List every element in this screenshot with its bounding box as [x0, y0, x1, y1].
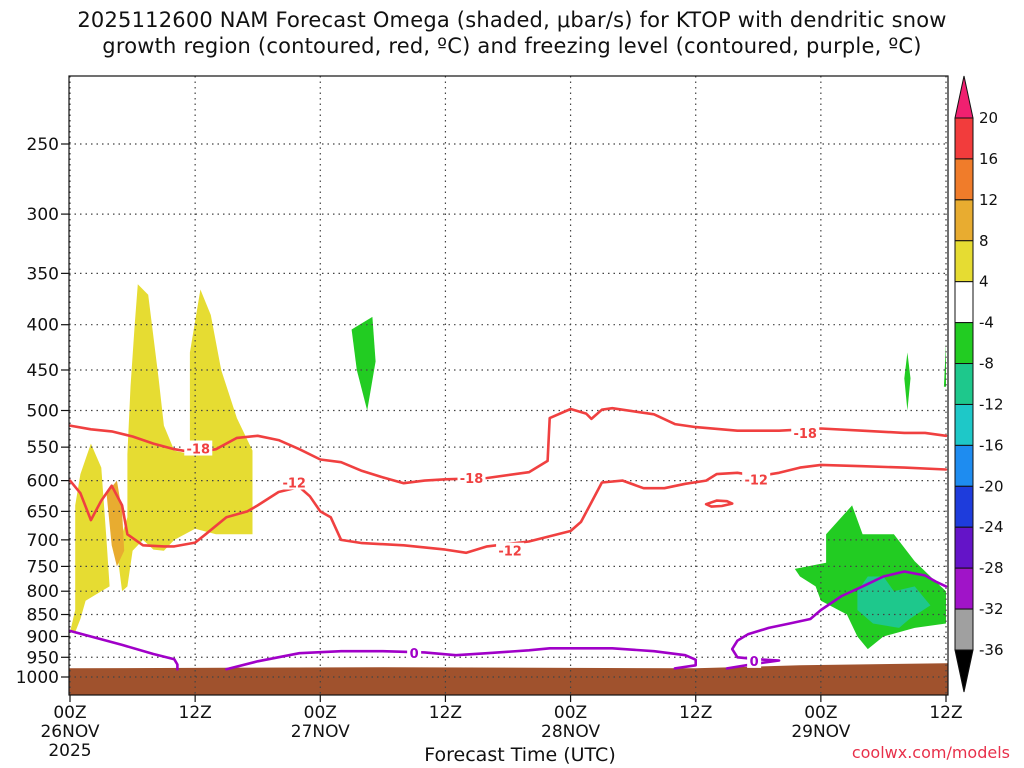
- colorbar-swatch: [954, 281, 974, 324]
- freezing-level-contour: [225, 647, 697, 671]
- colorbar-swatch: [954, 485, 974, 528]
- x-tick-label: 12Z: [679, 703, 712, 723]
- site-credit: coolwx.com/models: [851, 743, 1010, 762]
- colorbar-swatch: [954, 240, 974, 283]
- colorbar-swatch: [954, 322, 974, 365]
- dgz-contour-label: -12: [498, 545, 522, 560]
- x-tick-year-label: 2025: [48, 741, 91, 761]
- freezing-level-contour: [69, 629, 179, 671]
- colorbar-label: -36: [979, 641, 1004, 659]
- y-tick-label: 1000: [16, 668, 59, 688]
- omega-region: [857, 576, 931, 628]
- y-tick-label: 850: [27, 606, 59, 626]
- contour-label-bg: [184, 440, 213, 456]
- y-tick-label: 800: [27, 582, 59, 602]
- contour-label-bg: [457, 470, 486, 486]
- omega-region: [943, 343, 946, 387]
- contour-label-bg: [280, 474, 309, 490]
- ground-terrain: [69, 663, 948, 695]
- contour-labels: -18 -12 -18 -12 -12 -18 0 0: [184, 424, 820, 670]
- colorbar-label: -8: [979, 355, 994, 373]
- y-tick-label: 350: [27, 264, 59, 284]
- dgz-contour-label: -18: [460, 472, 484, 487]
- colorbar-label: 20: [979, 109, 998, 127]
- contour-label-bg: [407, 645, 422, 661]
- colorbar-label: -20: [979, 477, 1004, 495]
- colorbar-swatch: [954, 567, 974, 610]
- y-tick-label: 400: [27, 316, 59, 336]
- y-tick-label: 950: [27, 648, 59, 668]
- y-tick-label: 250: [27, 135, 59, 155]
- colorbar-label: -28: [979, 559, 1004, 577]
- y-tick-label: 550: [27, 438, 59, 458]
- omega-region: [904, 352, 911, 411]
- chart-title-line-1: 2025112600 NAM Forecast Omega (shaded, μ…: [77, 8, 947, 32]
- dgz-contour-label: -12: [282, 477, 306, 492]
- colorbar-swatch: [954, 158, 974, 201]
- colorbar-label: 8: [979, 232, 989, 250]
- colorbar-label: 12: [979, 191, 998, 209]
- y-tick-label: 900: [27, 627, 59, 647]
- contour-label-bg: [791, 424, 820, 440]
- colorbar: 20 16 12 8 4 -4 -8 -12 -16 -20 -24 -28 -32 -36: [954, 75, 1004, 693]
- colorbar-cap-bottom: [954, 649, 974, 693]
- colorbar-swatch: [954, 117, 974, 160]
- dgz-contour-label: -18: [793, 427, 817, 442]
- x-tick-date-label: 26NOV: [40, 722, 99, 742]
- x-tick-label: 00Z: [304, 703, 337, 723]
- colorbar-label: -4: [979, 314, 994, 332]
- y-tick-label: 300: [27, 205, 59, 225]
- x-tick-label: 00Z: [554, 703, 587, 723]
- y-tick-label: 700: [27, 531, 59, 551]
- omega-region: [116, 284, 253, 592]
- x-tick-label: 12Z: [179, 703, 212, 723]
- dgz-contour-label: -18: [187, 443, 211, 458]
- y-tick-label: 600: [27, 472, 59, 492]
- grid-lines: [69, 76, 948, 695]
- colorbar-label: -24: [979, 518, 1004, 536]
- y-tick-label: 500: [27, 402, 59, 422]
- freezing-contour-label: 0: [410, 647, 419, 662]
- colorbar-swatch: [954, 363, 974, 405]
- colorbar-label: 4: [979, 273, 989, 291]
- contour-label-bg: [742, 471, 771, 487]
- colorbar-swatch: [954, 444, 974, 487]
- x-tick-date-label: 28NOV: [541, 722, 600, 742]
- colorbar-swatch: [954, 403, 974, 446]
- contour-label-bg: [747, 652, 762, 668]
- dgz-contour-label: -12: [744, 473, 768, 488]
- x-tick-label: 12Z: [929, 703, 962, 723]
- colorbar-cap-top: [954, 75, 974, 119]
- x-tick-label: 00Z: [804, 703, 837, 723]
- dgz-contour: [69, 463, 948, 555]
- omega-shading: [69, 284, 948, 695]
- y-tick-label: 650: [27, 502, 59, 522]
- x-tick-date-label: 27NOV: [291, 722, 350, 742]
- contour-label-bg: [496, 542, 525, 558]
- plot-frame: [68, 75, 949, 696]
- y-axis: 2503003504004505005506006507007508008509…: [16, 135, 69, 688]
- colorbar-swatch: [954, 526, 974, 569]
- omega-region: [351, 316, 376, 411]
- freezing-contour-label: 0: [750, 655, 759, 670]
- colorbar-swatch: [954, 199, 974, 242]
- colorbar-label: -32: [979, 600, 1004, 618]
- colorbar-label: 16: [979, 150, 998, 168]
- y-tick-label: 450: [27, 361, 59, 381]
- x-tick-date-label: 29NOV: [791, 722, 850, 742]
- dgz-contour: [704, 499, 734, 508]
- colorbar-swatch: [954, 608, 974, 651]
- x-tick-label: 12Z: [429, 703, 462, 723]
- colorbar-label: -16: [979, 436, 1004, 454]
- colorbar-label: -12: [979, 395, 1004, 413]
- x-tick-label: 00Z: [53, 703, 86, 723]
- y-tick-label: 750: [27, 557, 59, 577]
- omega-region: [70, 443, 110, 633]
- chart-title-line-2: growth region (contoured, red, ºC) and f…: [102, 34, 922, 58]
- x-axis-label: Forecast Time (UTC): [424, 744, 616, 766]
